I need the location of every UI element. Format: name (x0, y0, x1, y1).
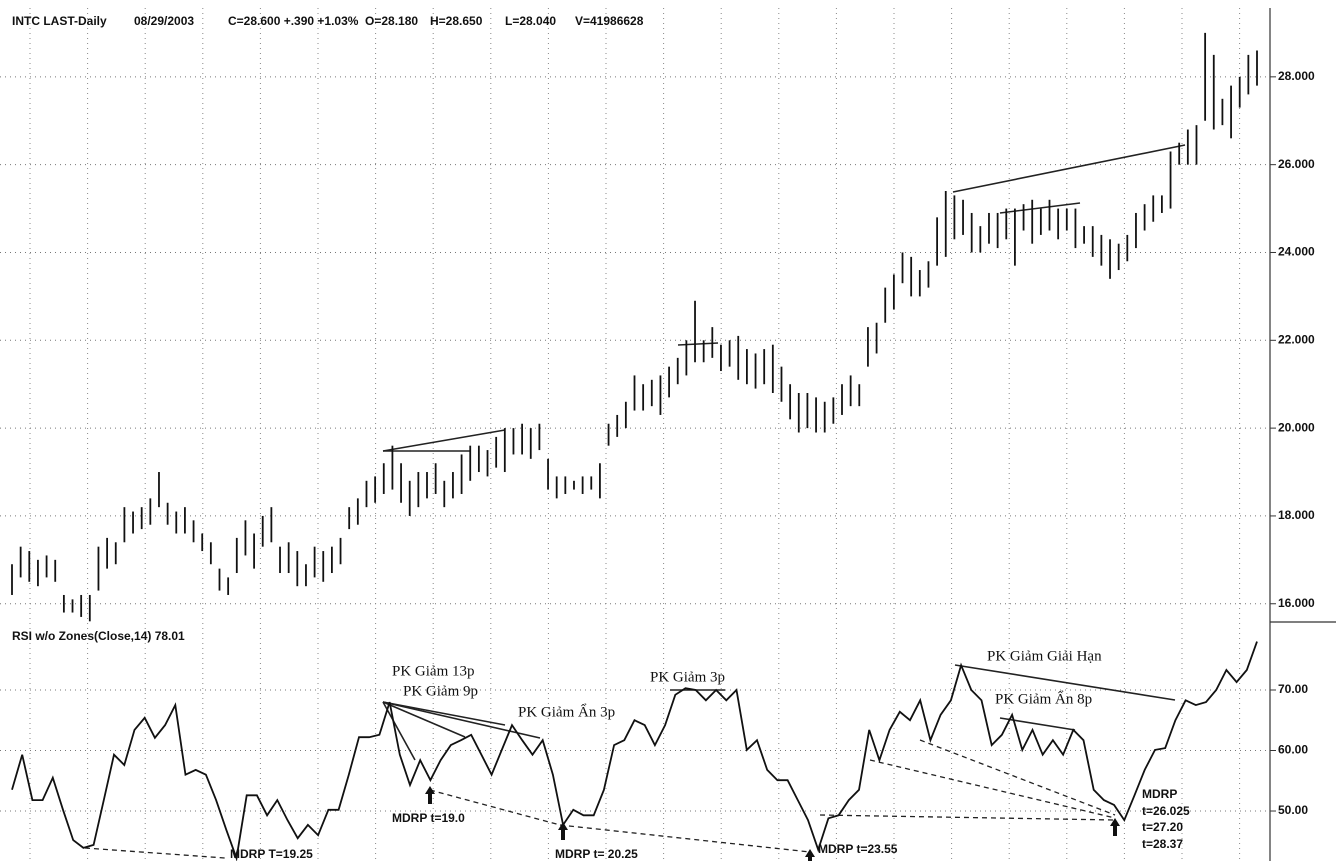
divergence-line (919, 739, 1116, 816)
header-title: INTC LAST-Daily (12, 14, 107, 28)
annotation: MDRP t=23.55 (818, 842, 898, 856)
y-tick-label: 16.000 (1278, 596, 1315, 610)
y-tick-label: 28.000 (1278, 69, 1315, 83)
trend-line (952, 144, 1186, 193)
divergence-line (869, 759, 1116, 819)
y-tick-label: 26.000 (1278, 157, 1315, 171)
y-tick-label: 50.00 (1278, 803, 1308, 817)
annotation: MDRP t= 20.25 (555, 847, 638, 861)
annotation: MDRP T=19.25 (230, 847, 313, 861)
divergence-line (819, 814, 1116, 821)
annotation: MDRP t=19.0 (392, 811, 465, 825)
header-info: O=28.180 (365, 14, 418, 28)
header-info: L=28.040 (505, 14, 556, 28)
y-tick-label: 24.000 (1278, 245, 1315, 259)
annotation: PK Giảm Giải Hạn (987, 648, 1102, 664)
annotation: t=28.37 (1142, 837, 1183, 851)
annotation: PK Giảm Ẩn 3p (518, 702, 615, 720)
rsi-title: RSI w/o Zones(Close,14) 78.01 (12, 629, 185, 643)
divergence-line (429, 789, 561, 826)
y-tick-label: 60.00 (1278, 743, 1308, 757)
y-tick-label: 20.000 (1278, 420, 1315, 434)
rsi-trend-line (382, 701, 506, 726)
header-info: V=41986628 (575, 14, 644, 28)
arrow (1110, 818, 1120, 836)
rsi-trend-line (954, 664, 1176, 701)
arrow (558, 822, 568, 840)
arrow (805, 849, 815, 861)
divergence-line (84, 847, 226, 859)
y-tick-label: 18.000 (1278, 508, 1315, 522)
header-info: H=28.650 (430, 14, 483, 28)
annotation: PK Giảm 9p (403, 683, 478, 699)
rsi-trend-line (382, 701, 416, 761)
annotation: t=27.20 (1142, 820, 1183, 834)
header-info: 08/29/2003 (134, 14, 194, 28)
divergence-line (559, 824, 811, 853)
rsi-trend-line (382, 701, 541, 739)
rsi-line (11, 641, 1258, 861)
annotation: PK Giảm 3p (650, 669, 725, 685)
annotation: MDRP (1142, 787, 1177, 801)
y-tick-label: 70.00 (1278, 682, 1308, 696)
rsi-trend-line (382, 701, 466, 738)
drawn-lines (84, 8, 1336, 861)
trend-line (999, 202, 1081, 214)
y-tick-label: 22.000 (1278, 332, 1315, 346)
annotation: PK Giảm 13p (392, 663, 475, 679)
header-info: C=28.600 +.390 +1.03% (228, 14, 359, 28)
trend-line (382, 429, 506, 452)
annotation: PK Giảm Ẩn 8p (995, 689, 1092, 707)
arrow (425, 786, 435, 804)
annotation: t=26.025 (1142, 804, 1190, 818)
trend-line (677, 342, 719, 346)
rsi-trend-line (999, 717, 1076, 731)
